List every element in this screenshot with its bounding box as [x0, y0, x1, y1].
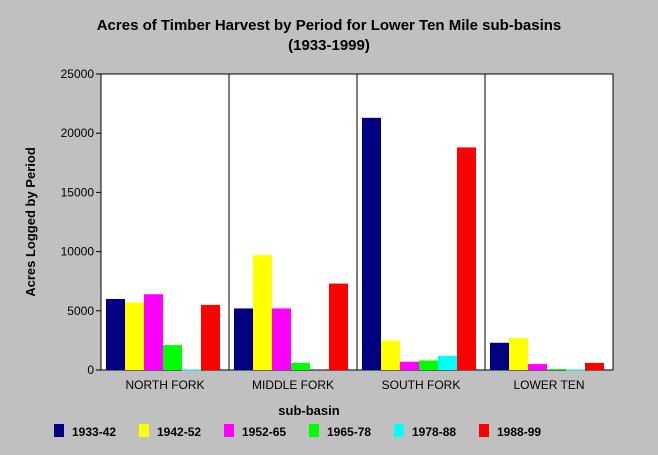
y-axis-ticks: 0 5000 10000 15000 20000 25000	[61, 67, 101, 377]
bars	[106, 117, 604, 371]
bar	[272, 308, 291, 370]
legend-label: 1942-52	[157, 425, 201, 439]
legend-label: 1952-65	[242, 425, 286, 439]
bar	[547, 369, 566, 371]
y-axis-label: Acres Logged by Period	[23, 147, 38, 297]
x-category-label: LOWER TEN	[513, 378, 584, 392]
bar	[291, 362, 310, 370]
bar	[585, 362, 604, 370]
x-category-label: NORTH FORK	[125, 378, 204, 392]
x-category-label: MIDDLE FORK	[252, 378, 334, 392]
bar	[144, 294, 163, 370]
bar	[490, 342, 509, 370]
chart-subtitle: (1933-1999)	[288, 37, 370, 54]
x-category-label: SOUTH FORK	[382, 378, 461, 392]
bar	[106, 298, 125, 370]
bar	[329, 283, 348, 370]
bar	[163, 345, 182, 370]
bar	[182, 369, 201, 371]
legend-label: 1988-99	[497, 425, 541, 439]
legend-swatch	[54, 424, 64, 437]
legend-label: 1965-78	[327, 425, 371, 439]
y-tick-label: 20000	[61, 126, 95, 140]
bar	[509, 338, 528, 370]
x-axis-label: sub-basin	[278, 403, 339, 418]
y-tick-label: 10000	[61, 245, 95, 259]
bar	[201, 304, 220, 370]
bar	[362, 117, 381, 370]
category-dividers	[228, 74, 486, 370]
legend-label: 1933-42	[72, 425, 116, 439]
bar	[457, 147, 476, 370]
x-axis-categories: NORTH FORK MIDDLE FORK SOUTH FORK LOWER TEN	[125, 378, 584, 392]
bar	[253, 255, 272, 370]
bar	[528, 364, 547, 370]
legend-swatch	[139, 424, 149, 437]
y-tick-label: 25000	[61, 67, 95, 81]
bar	[400, 361, 419, 370]
bar	[381, 340, 400, 370]
y-tick-label: 0	[87, 363, 94, 377]
legend-swatch	[479, 424, 489, 437]
bar	[419, 360, 438, 370]
y-tick-label: 15000	[61, 185, 95, 199]
bar	[438, 355, 457, 370]
legend-swatch	[309, 424, 319, 437]
legend-label: 1978-88	[412, 425, 456, 439]
chart-title: Acres of Timber Harvest by Period for Lo…	[97, 17, 562, 34]
bar	[125, 302, 144, 370]
y-tick-label: 5000	[67, 304, 94, 318]
legend-swatch	[224, 424, 234, 437]
bar	[566, 369, 585, 371]
bar	[234, 308, 253, 370]
legend-swatch	[394, 424, 404, 437]
legend: 1933-42 1942-52 1952-65 1965-78 1978-88 1988-…	[54, 424, 541, 439]
